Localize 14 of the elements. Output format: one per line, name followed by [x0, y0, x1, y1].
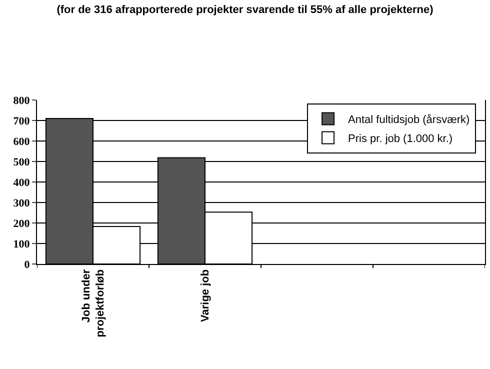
chart-title: (for de 316 afrapporterede projekter svarende til 55% af alle projekterne)	[56, 4, 434, 16]
legend-label: Pris pr. job (1.000 kr.)	[348, 133, 453, 146]
y-tick-label: 800	[13, 94, 30, 107]
legend-label: Antal fultidsjob (årsværk)	[348, 114, 470, 126]
y-tick-label: 300	[13, 197, 30, 210]
y-tick-label: 700	[13, 115, 30, 128]
x-tick-label: Varige job	[200, 269, 212, 322]
y-tick-label: 0	[24, 258, 30, 271]
y-tick-label: 400	[13, 176, 30, 189]
y-tick-label: 200	[13, 218, 30, 230]
y-tick-label: 500	[13, 156, 30, 168]
x-tick-label: Job under projektforløb	[80, 268, 107, 338]
y-tick-label: 600	[13, 136, 30, 148]
y-tick-label: 100	[13, 238, 30, 250]
